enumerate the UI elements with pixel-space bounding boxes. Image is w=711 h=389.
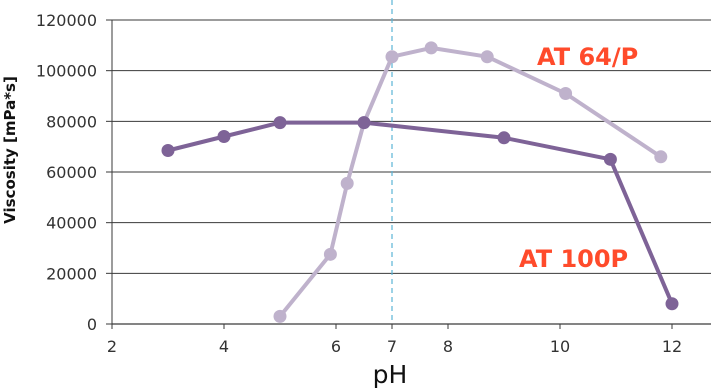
series-line-1 xyxy=(166,120,674,306)
data-point-s1-4 xyxy=(497,131,511,145)
y-tick-label-0: 0 xyxy=(87,315,97,334)
x-tick-label-5: 10 xyxy=(550,337,570,356)
y-axis-title: Viscosity [mPa*s] xyxy=(1,76,19,224)
x-tick-label-4: 8 xyxy=(443,337,453,356)
x-axis-title: pH xyxy=(373,360,408,389)
series-label-at-64p: AT 64/P xyxy=(537,43,638,71)
y-tick-label-6: 120000 xyxy=(36,11,97,30)
y-tick-label-1: 20000 xyxy=(46,264,97,283)
data-point-s1-1 xyxy=(217,130,231,144)
data-point-s1-6 xyxy=(665,297,679,311)
data-point-s1-5 xyxy=(603,152,617,166)
x-tick-label-0: 2 xyxy=(107,337,117,356)
series-line-0 xyxy=(278,45,663,319)
x-tick-label-3: 7 xyxy=(387,337,397,356)
y-tick-label-4: 80000 xyxy=(46,112,97,131)
tick-labels: 0 20000 40000 60000 80000 100000 120000 2 4 6 7 8 10… xyxy=(36,11,682,356)
y-tick-label-5: 100000 xyxy=(36,62,97,81)
series-label-at-100p: AT 100P xyxy=(519,245,628,273)
data-point-s0-7 xyxy=(559,86,573,100)
y-tick-label-3: 60000 xyxy=(46,163,97,182)
data-point-s1-0 xyxy=(161,143,175,157)
x-tick-label-2: 6 xyxy=(331,337,341,356)
y-tick-label-2: 40000 xyxy=(46,214,97,233)
data-point-s0-0 xyxy=(273,309,287,323)
data-point-s0-8 xyxy=(654,150,668,164)
data-point-s0-6 xyxy=(480,50,494,64)
x-tick-label-1: 4 xyxy=(219,337,229,356)
axes xyxy=(106,19,711,329)
gridlines xyxy=(112,19,711,274)
data-point-s1-3 xyxy=(357,116,371,130)
data-point-s0-1 xyxy=(323,247,337,261)
data-point-s1-2 xyxy=(273,116,287,130)
series-layer xyxy=(161,41,679,323)
x-tick-label-6: 12 xyxy=(662,337,682,356)
data-point-s0-2 xyxy=(340,176,354,190)
data-point-s0-5 xyxy=(424,41,438,55)
data-point-s0-4 xyxy=(385,50,399,64)
